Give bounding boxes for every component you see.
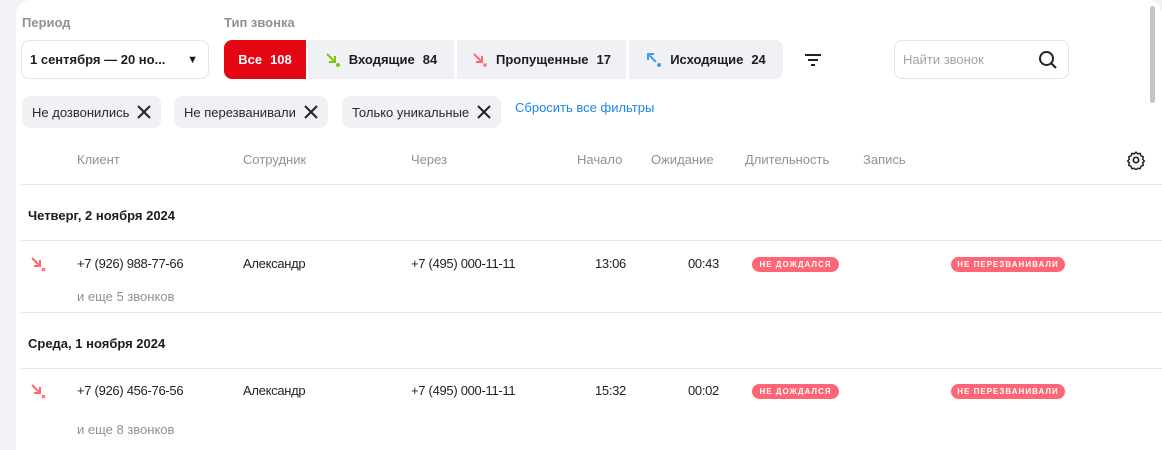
missed-call-icon	[31, 257, 46, 272]
chip-label: Не дозвонились	[32, 104, 130, 120]
tab-count: 108	[270, 52, 292, 67]
tab-count: 84	[422, 52, 438, 67]
filter-icon[interactable]	[804, 53, 822, 67]
client-phone[interactable]: +7 (926) 456-76-56	[77, 383, 184, 398]
missed-call-icon	[473, 52, 488, 67]
column-employee[interactable]: Сотрудник	[243, 152, 307, 167]
date-group-header: Четверг, 2 ноября 2024	[28, 208, 176, 223]
search-field[interactable]	[894, 40, 1069, 79]
missed-call-icon	[31, 384, 46, 399]
search-input[interactable]	[903, 52, 1023, 67]
scrollbar[interactable]	[1150, 6, 1155, 103]
column-wait[interactable]: Ожидание	[651, 152, 714, 167]
status-badge: НЕ ДОЖДАЛСЯ	[752, 257, 839, 272]
period-label: Период	[22, 15, 71, 30]
call-type-label: Тип звонка	[224, 15, 295, 30]
settings-gear-icon[interactable]	[1126, 150, 1146, 170]
column-record[interactable]: Запись	[863, 152, 906, 167]
tab-count: 24	[751, 52, 766, 67]
outgoing-call-icon	[647, 52, 662, 67]
divider	[21, 312, 1162, 313]
period-dropdown[interactable]: 1 сентября — 20 но... ▼	[21, 40, 209, 79]
caret-down-icon: ▼	[187, 53, 198, 66]
date-group-header: Среда, 1 ноября 2024	[28, 336, 166, 351]
close-icon[interactable]	[477, 105, 491, 119]
wait-time: 00:43	[687, 256, 719, 271]
search-icon[interactable]	[1038, 50, 1058, 70]
start-time: 15:32	[594, 383, 626, 398]
filter-chip[interactable]: Только уникальные	[342, 96, 502, 128]
via-phone: +7 (495) 000-11-11	[411, 383, 516, 398]
client-phone[interactable]: +7 (926) 988-77-66	[77, 256, 184, 271]
start-time: 13:06	[594, 256, 626, 271]
tab-count: 17	[596, 52, 611, 67]
tab-label: Все	[238, 52, 263, 67]
period-value: 1 сентября — 20 но...	[30, 52, 166, 67]
incoming-call-icon	[326, 52, 340, 67]
column-client[interactable]: Клиент	[77, 152, 120, 167]
column-duration[interactable]: Длительность	[745, 152, 830, 167]
filter-chip[interactable]: Не дозвонились	[22, 96, 162, 128]
employee-name: Александр	[243, 256, 306, 271]
divider	[21, 368, 1162, 369]
column-start[interactable]: Начало	[577, 152, 623, 167]
tab-label: Входящие	[348, 52, 415, 67]
more-calls-link[interactable]: и еще 5 звонков	[77, 289, 175, 304]
filter-chip[interactable]: Не перезванивали	[174, 96, 328, 128]
column-via[interactable]: Через	[411, 152, 448, 167]
close-icon[interactable]	[304, 105, 318, 119]
chip-label: Только уникальные	[352, 104, 470, 120]
wait-time: 00:02	[687, 383, 719, 398]
tab-all[interactable]: Все 108	[224, 40, 306, 79]
tab-label: Пропущенные	[495, 52, 589, 67]
tab-missed[interactable]: Пропущенные 17	[457, 40, 626, 79]
divider	[21, 184, 1162, 185]
chip-label: Не перезванивали	[184, 104, 296, 120]
tab-incoming[interactable]: Входящие 84	[308, 40, 454, 79]
reset-filters-link[interactable]: Сбросить все фильтры	[515, 100, 655, 115]
employee-name: Александр	[243, 383, 306, 398]
status-badge: НЕ ПЕРЕЗВАНИВАЛИ	[951, 384, 1065, 399]
calls-panel: Период Тип звонка 1 сентября — 20 но... …	[16, 0, 1162, 450]
divider	[21, 240, 1162, 241]
tab-outgoing[interactable]: Исходящие 24	[629, 40, 783, 79]
tab-label: Исходящие	[670, 52, 744, 67]
more-calls-link[interactable]: и еще 8 звонков	[77, 422, 175, 437]
via-phone: +7 (495) 000-11-11	[411, 256, 516, 271]
status-badge: НЕ ПЕРЕЗВАНИВАЛИ	[951, 257, 1065, 272]
status-badge: НЕ ДОЖДАЛСЯ	[752, 384, 839, 399]
close-icon[interactable]	[137, 105, 152, 119]
